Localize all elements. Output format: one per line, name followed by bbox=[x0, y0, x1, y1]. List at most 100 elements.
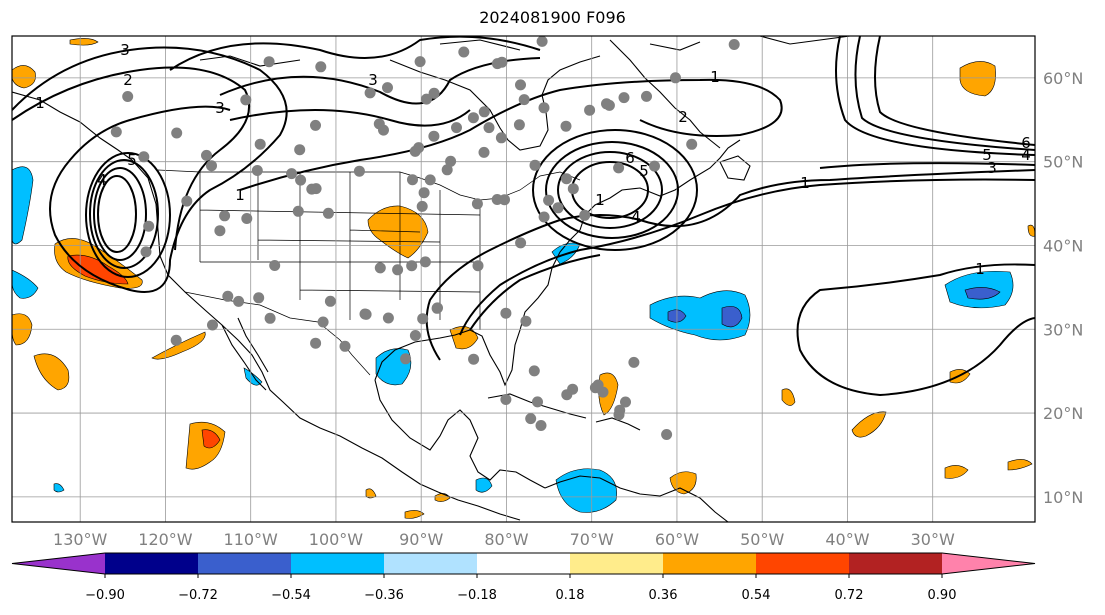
station-dot bbox=[382, 82, 393, 94]
colorbar-swatch bbox=[198, 553, 292, 574]
station-dot bbox=[686, 138, 698, 150]
gridlines bbox=[12, 36, 1035, 522]
station-dot bbox=[240, 94, 252, 106]
map-title: 2024081900 F096 bbox=[479, 8, 626, 27]
field-blue-car bbox=[555, 468, 617, 513]
station-dot bbox=[414, 56, 426, 68]
latitude-labels: 60°N 50°N 40°N 30°N 20°N 10°N bbox=[1043, 69, 1083, 507]
station-dot bbox=[597, 386, 609, 398]
contour-low-east-1 bbox=[532, 129, 698, 251]
station-dot bbox=[419, 256, 431, 268]
longitude-label: 70°W bbox=[570, 530, 614, 549]
contour-trough-3 bbox=[469, 254, 601, 331]
station-dot bbox=[472, 260, 484, 272]
colorbar-tick-label: −0.36 bbox=[364, 588, 404, 603]
station-dot bbox=[529, 159, 541, 171]
field-blue-west2 bbox=[12, 269, 39, 299]
station-dot bbox=[478, 146, 490, 158]
field-orange-atl3 bbox=[851, 411, 887, 438]
colorbar-tick-label: 0.72 bbox=[835, 588, 864, 603]
field-blue-atl bbox=[649, 290, 751, 341]
station-dot bbox=[170, 334, 182, 346]
field-orange-atl6 bbox=[781, 388, 796, 406]
station-dot bbox=[138, 151, 150, 163]
colorbar-tick-label: −0.54 bbox=[271, 588, 311, 603]
field-orange-w3 bbox=[33, 353, 70, 391]
station-dot bbox=[251, 165, 263, 176]
longitude-label: 50°W bbox=[740, 530, 784, 549]
station-dot bbox=[500, 394, 512, 405]
colorbar-swatch bbox=[849, 553, 943, 574]
field-blue-car2 bbox=[475, 477, 493, 493]
station-dot bbox=[310, 337, 322, 349]
contour-east-c bbox=[874, 36, 1035, 146]
contour-label: 3 bbox=[987, 159, 997, 177]
station-dot bbox=[552, 202, 564, 214]
station-dot bbox=[641, 90, 652, 102]
field-orange-nw bbox=[69, 38, 99, 46]
longitude-label: 60°W bbox=[655, 530, 699, 549]
station-dot bbox=[496, 56, 508, 68]
latitude-label: 60°N bbox=[1043, 69, 1083, 88]
station-dot bbox=[561, 389, 573, 401]
station-dot bbox=[468, 353, 480, 365]
contour-low-west-4 bbox=[97, 175, 137, 253]
field-orange-atl bbox=[959, 61, 996, 97]
station-dot bbox=[406, 260, 418, 272]
station-dot bbox=[264, 312, 276, 324]
station-dot bbox=[584, 104, 596, 116]
longitude-label: 80°W bbox=[484, 530, 528, 549]
station-dot bbox=[513, 119, 525, 131]
field-orange-tex bbox=[367, 205, 429, 259]
contour-label: 2 bbox=[678, 108, 688, 126]
contour-low-west-1 bbox=[85, 152, 171, 278]
longitude-labels: 130°W 120°W 110°W 100°W 90°W 80°W 70°W 60°W 50°W… bbox=[53, 530, 955, 549]
station-dot bbox=[292, 205, 304, 217]
station-dot bbox=[306, 183, 318, 195]
station-dot bbox=[310, 119, 321, 131]
station-dot bbox=[500, 307, 512, 319]
colorbar-swatch bbox=[291, 553, 385, 574]
station-dot bbox=[543, 194, 555, 206]
contours bbox=[12, 36, 1035, 397]
contour-high-atl bbox=[796, 263, 1035, 397]
coastlines bbox=[12, 36, 851, 522]
coast-baja bbox=[221, 317, 269, 391]
contour-label: 1 bbox=[710, 68, 720, 86]
longitude-label: 40°W bbox=[825, 530, 869, 549]
station-dot bbox=[295, 174, 307, 186]
field-blue-west bbox=[12, 166, 34, 245]
station-dot bbox=[424, 174, 436, 186]
station-dot bbox=[400, 353, 412, 365]
coast-west-north-america bbox=[12, 91, 521, 521]
contour-low-west-2 bbox=[89, 159, 159, 269]
field-orange-car2 bbox=[434, 493, 451, 502]
colorbar-swatch bbox=[384, 553, 478, 574]
latitude-label: 40°N bbox=[1043, 236, 1083, 255]
field-darkblue-atl bbox=[667, 306, 743, 328]
station-dot bbox=[110, 126, 122, 138]
station-dot bbox=[143, 220, 155, 232]
station-dot bbox=[315, 61, 327, 73]
station-dot bbox=[201, 149, 212, 161]
station-dot bbox=[222, 290, 234, 302]
station-dot bbox=[140, 246, 152, 258]
station-dot bbox=[649, 160, 660, 172]
contour-label: 1 bbox=[800, 174, 810, 192]
contour-low-east-2 bbox=[545, 141, 679, 239]
station-dot bbox=[241, 213, 253, 224]
station-dots bbox=[110, 35, 740, 440]
station-dot bbox=[417, 313, 429, 325]
station-dot bbox=[392, 264, 404, 276]
station-dot bbox=[421, 93, 432, 105]
station-dot bbox=[670, 72, 681, 84]
station-dot bbox=[324, 295, 336, 307]
station-dot bbox=[122, 91, 134, 102]
borders bbox=[157, 169, 581, 376]
field-orange-e bbox=[1027, 224, 1035, 237]
colorbar-tick-label: 0.54 bbox=[742, 588, 771, 603]
station-dot bbox=[432, 302, 443, 314]
station-dot bbox=[445, 155, 457, 167]
contour-label: 3 bbox=[368, 71, 378, 89]
longitude-label: 100°W bbox=[309, 530, 364, 549]
